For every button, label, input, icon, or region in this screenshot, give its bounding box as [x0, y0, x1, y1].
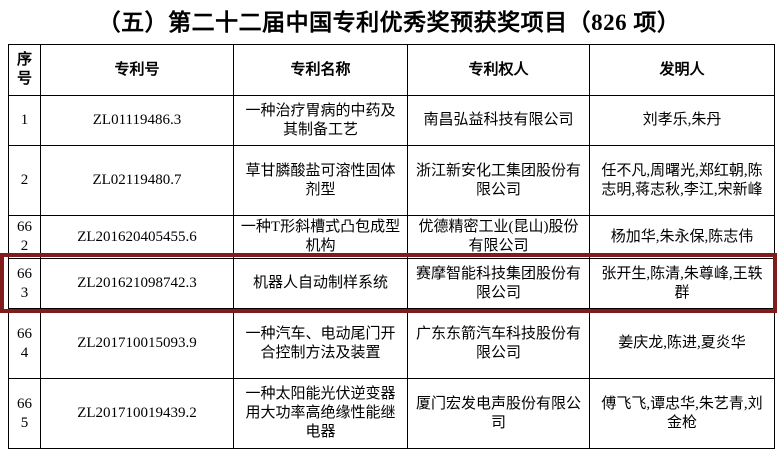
cell-patent-name: 一种太阳能光伏逆变器用大功率高绝缘性能继电器 [233, 378, 408, 449]
cell-inventors: 杨加华,朱永保,陈志伟 [589, 215, 775, 259]
cell-seq: 664 [8, 308, 41, 379]
cell-patent-name: 机器人自动制样系统 [233, 258, 408, 309]
cell-seq: 1 [8, 95, 41, 146]
cell-patent-name: 草甘膦酸盐可溶性固体剂型 [233, 145, 408, 216]
cell-inventors: 刘孝乐,朱丹 [589, 95, 775, 146]
table-row: 665 ZL201710019439.2 一种太阳能光伏逆变器用大功率高绝缘性能… [8, 378, 775, 449]
table-row: 2 ZL02119480.7 草甘膦酸盐可溶性固体剂型 浙江新安化工集团股份有限… [8, 145, 775, 216]
cell-owner: 浙江新安化工集团股份有限公司 [407, 145, 590, 216]
cell-seq: 662 [8, 215, 41, 259]
header-row: 序号 专利号 专利名称 专利权人 发明人 [8, 44, 775, 96]
cell-patent-no: ZL201621098742.3 [40, 258, 234, 309]
table-wrapper: 序号 专利号 专利名称 专利权人 发明人 1 ZL01119486.3 一种治疗… [0, 44, 778, 449]
header-inventors: 发明人 [589, 44, 775, 96]
page-title: （五）第二十二届中国专利优秀奖预获奖项目（826 项） [97, 10, 681, 35]
cell-patent-no: ZL01119486.3 [40, 95, 234, 146]
header-seq: 序号 [8, 44, 41, 96]
table-body: 1 ZL01119486.3 一种治疗胃病的中药及其制备工艺 南昌弘益科技有限公… [8, 95, 775, 449]
cell-seq: 665 [8, 378, 41, 449]
table-row: 662 ZL201620405455.6 一种T形斜槽式凸包成型机构 优德精密工… [8, 215, 775, 259]
header-owner: 专利权人 [407, 44, 590, 96]
cell-inventors: 张开生,陈清,朱尊峰,王轶群 [589, 258, 775, 309]
cell-seq: 2 [8, 145, 41, 216]
table-row: 1 ZL01119486.3 一种治疗胃病的中药及其制备工艺 南昌弘益科技有限公… [8, 95, 775, 146]
cell-inventors: 傅飞飞,谭忠华,朱艺青,刘金枪 [589, 378, 775, 449]
header-patent-name: 专利名称 [233, 44, 408, 96]
cell-patent-no: ZL201710015093.9 [40, 308, 234, 379]
cell-owner: 南昌弘益科技有限公司 [407, 95, 590, 146]
cell-inventors: 任不凡,周曙光,郑红朝,陈志明,蒋志秋,李江,宋新峰 [589, 145, 775, 216]
cell-owner: 厦门宏发电声股份有限公司 [407, 378, 590, 449]
patent-table: 序号 专利号 专利名称 专利权人 发明人 1 ZL01119486.3 一种治疗… [8, 44, 775, 449]
table-row-highlighted: 663 ZL201621098742.3 机器人自动制样系统 赛摩智能科技集团股… [8, 258, 775, 309]
table-row: 664 ZL201710015093.9 一种汽车、电动尾门开合控制方法及装置 … [8, 308, 775, 379]
header-patent-no: 专利号 [40, 44, 234, 96]
cell-inventors: 姜庆龙,陈进,夏炎华 [589, 308, 775, 379]
cell-owner: 广东东箭汽车科技股份有限公司 [407, 308, 590, 379]
cell-patent-no: ZL201710019439.2 [40, 378, 234, 449]
cell-patent-no: ZL02119480.7 [40, 145, 234, 216]
cell-patent-name: 一种汽车、电动尾门开合控制方法及装置 [233, 308, 408, 379]
cell-owner: 赛摩智能科技集团股份有限公司 [407, 258, 590, 309]
cell-patent-name: 一种治疗胃病的中药及其制备工艺 [233, 95, 408, 146]
cell-patent-no: ZL201620405455.6 [40, 215, 234, 259]
cell-patent-name: 一种T形斜槽式凸包成型机构 [233, 215, 408, 259]
cell-seq: 663 [8, 258, 41, 309]
cell-owner: 优德精密工业(昆山)股份有限公司 [407, 215, 590, 259]
